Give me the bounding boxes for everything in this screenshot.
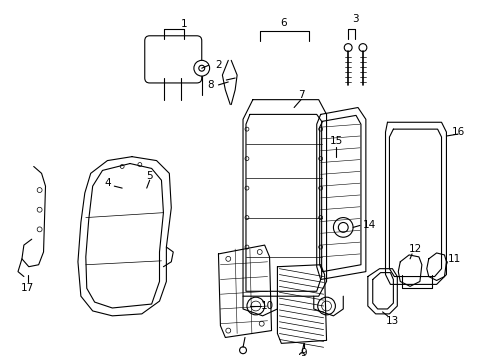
Text: 13: 13 [385,316,398,326]
Circle shape [358,44,366,51]
Circle shape [321,301,331,311]
Circle shape [318,157,322,161]
Circle shape [239,347,246,354]
Text: 2: 2 [215,60,222,70]
Circle shape [299,353,304,357]
Circle shape [333,217,352,237]
Circle shape [257,249,262,255]
Circle shape [244,186,248,190]
Circle shape [225,256,230,261]
Text: 11: 11 [447,254,460,264]
Circle shape [244,127,248,131]
Circle shape [338,222,347,232]
Circle shape [246,297,264,315]
Text: 3: 3 [351,14,358,24]
Circle shape [138,163,142,166]
Text: 15: 15 [329,136,342,146]
Circle shape [37,227,42,232]
Text: 14: 14 [363,220,376,230]
Circle shape [318,245,322,249]
Circle shape [199,65,204,71]
Circle shape [37,207,42,212]
Text: 6: 6 [280,18,286,28]
Circle shape [344,44,351,51]
Circle shape [225,328,230,333]
Text: 9: 9 [300,348,306,358]
Text: 4: 4 [104,178,110,188]
Circle shape [318,216,322,220]
Text: 10: 10 [261,301,274,311]
Circle shape [318,127,322,131]
Circle shape [120,165,124,168]
Circle shape [259,321,264,326]
Circle shape [37,188,42,193]
Circle shape [244,216,248,220]
Circle shape [317,297,335,315]
Circle shape [250,301,260,311]
Text: 17: 17 [21,283,34,293]
FancyBboxPatch shape [144,36,202,83]
Circle shape [318,186,322,190]
Text: 12: 12 [407,244,421,254]
Text: 7: 7 [297,90,304,100]
Circle shape [194,60,209,76]
Circle shape [244,157,248,161]
Text: 5: 5 [146,171,153,181]
Text: 16: 16 [451,127,464,137]
Text: 1: 1 [181,19,187,29]
Text: 8: 8 [207,80,213,90]
Circle shape [244,245,248,249]
